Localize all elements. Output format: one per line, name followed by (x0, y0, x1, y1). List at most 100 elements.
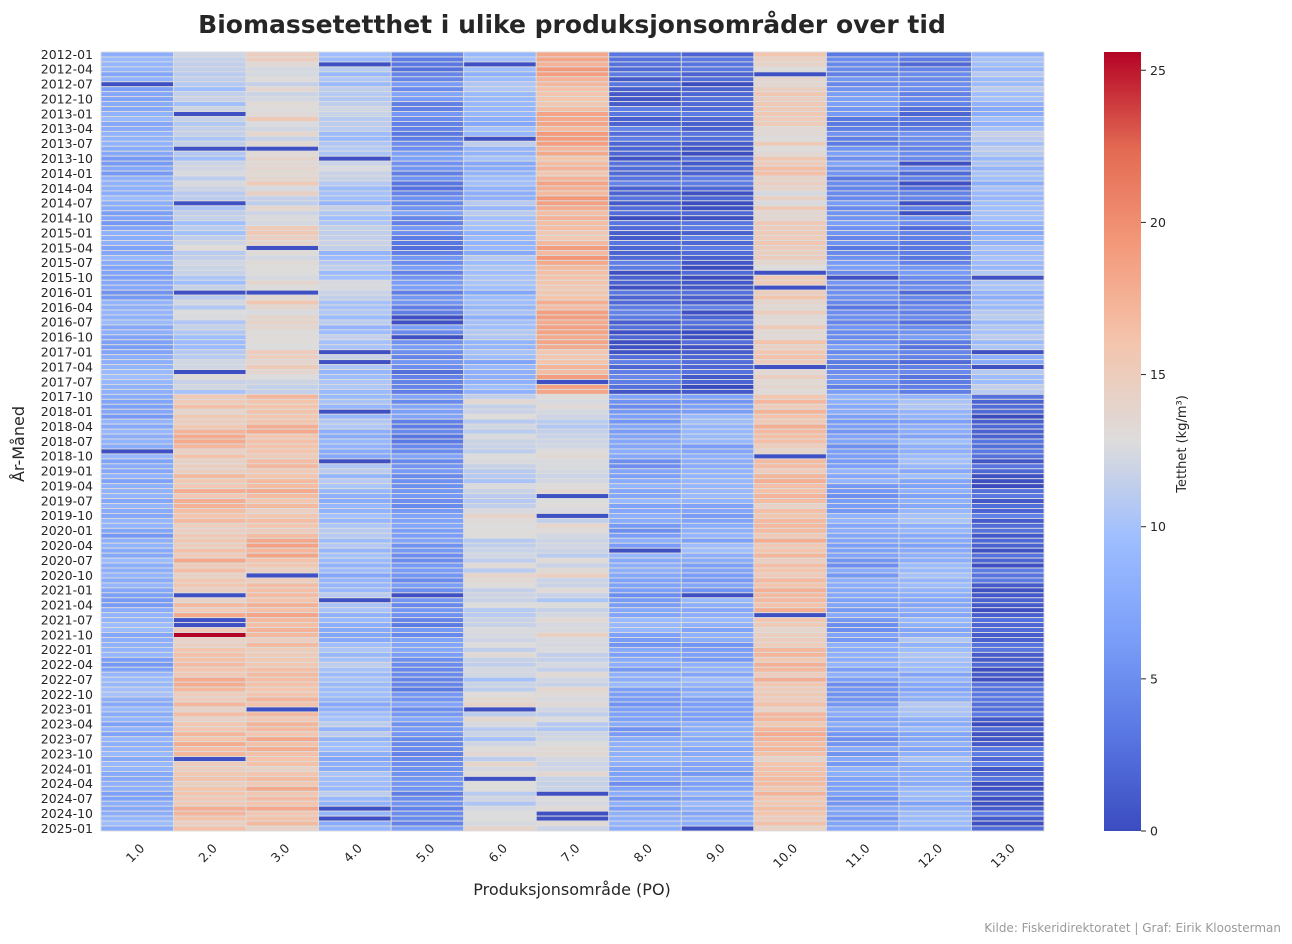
heatmap-cell (898, 81, 972, 88)
heatmap-cell (680, 691, 755, 698)
heatmap-cell (971, 503, 1045, 509)
heatmap-cell (898, 721, 972, 728)
y-tick-label: 2022-10 (41, 687, 93, 702)
heatmap-cell (245, 418, 320, 425)
heatmap-cell (100, 706, 174, 713)
heatmap-cell (608, 483, 682, 490)
heatmap-cell (608, 612, 682, 619)
heatmap-cell (608, 517, 682, 524)
heatmap-cell (100, 443, 174, 450)
heatmap-cell (971, 71, 1045, 78)
heatmap-cell (318, 185, 392, 192)
heatmap-cell (245, 746, 320, 753)
heatmap-cell (535, 61, 610, 68)
heatmap-cell (971, 374, 1045, 380)
heatmap-cell (100, 155, 174, 162)
heatmap-cell (535, 359, 610, 366)
heatmap-cell (971, 413, 1045, 420)
heatmap-cell (898, 96, 972, 103)
heatmap-cell (390, 269, 465, 276)
heatmap-cell (463, 56, 537, 63)
heatmap-cell (535, 76, 610, 83)
heatmap-cell (173, 488, 247, 495)
heatmap-cell (390, 215, 465, 222)
heatmap-cell (245, 557, 320, 564)
heatmap-cell (825, 795, 900, 802)
heatmap-cell (535, 463, 610, 470)
heatmap-cell (680, 334, 755, 341)
heatmap-cell (245, 562, 320, 569)
heatmap-cell (390, 349, 465, 356)
heatmap-cell (825, 230, 900, 237)
heatmap-cell (245, 349, 320, 356)
heatmap-cell (898, 135, 972, 142)
y-tick-label: 2019-04 (41, 478, 93, 493)
heatmap-cell (100, 200, 174, 207)
heatmap-cell (318, 254, 392, 261)
heatmap-cell (753, 329, 827, 336)
heatmap-cell (390, 91, 465, 98)
heatmap-cell (390, 101, 465, 108)
heatmap-cell (390, 627, 465, 633)
heatmap-cell (898, 498, 972, 504)
heatmap-cell (825, 537, 900, 544)
heatmap-cell (173, 165, 247, 172)
heatmap-cell (680, 468, 755, 475)
heatmap-cell (463, 522, 537, 529)
heatmap-cell (753, 279, 827, 286)
heatmap-cell (971, 116, 1045, 122)
heatmap-cell (825, 388, 900, 395)
heatmap-cell (971, 448, 1045, 455)
heatmap-cell (898, 121, 972, 127)
heatmap-cell (971, 269, 1045, 276)
heatmap-cell (753, 473, 827, 480)
heatmap-cell (971, 468, 1045, 475)
heatmap-cell (680, 746, 755, 753)
heatmap-cell (608, 279, 682, 286)
heatmap-cell (390, 592, 465, 599)
heatmap-cell (100, 264, 174, 271)
heatmap-cell (318, 522, 392, 529)
heatmap-cell (680, 121, 755, 127)
heatmap-cell (753, 726, 827, 733)
heatmap-cell (898, 324, 972, 331)
heatmap-cell (680, 607, 755, 614)
heatmap-cell (971, 76, 1045, 83)
heatmap-cell (898, 443, 972, 450)
heatmap-cell (971, 61, 1045, 68)
heatmap-cell (825, 423, 900, 430)
heatmap-cell (608, 582, 682, 589)
heatmap-cell (753, 706, 827, 713)
heatmap-cell (535, 498, 610, 504)
heatmap-cell (100, 359, 174, 366)
heatmap-cell (971, 379, 1045, 385)
heatmap-cell (100, 691, 174, 698)
heatmap-cell (535, 721, 610, 728)
heatmap-cell (608, 503, 682, 509)
heatmap-cell (245, 294, 320, 301)
heatmap-cell (971, 443, 1045, 450)
heatmap-cell (898, 513, 972, 519)
heatmap-cell (608, 438, 682, 445)
heatmap-cell (245, 820, 320, 827)
heatmap-cell (463, 309, 537, 316)
heatmap-cell (535, 612, 610, 619)
heatmap-cell (390, 245, 465, 251)
heatmap-cell (753, 542, 827, 549)
heatmap-cell (608, 56, 682, 63)
heatmap-cell (318, 691, 392, 698)
heatmap-cell (608, 572, 682, 579)
heatmap-cell (753, 681, 827, 688)
heatmap-cell (971, 334, 1045, 341)
heatmap-cell (680, 701, 755, 708)
heatmap-cell (463, 259, 537, 266)
heatmap-cell (173, 761, 247, 767)
heatmap-cell (753, 96, 827, 103)
heatmap-cell (608, 135, 682, 142)
heatmap-cell (608, 359, 682, 366)
heatmap-cell (318, 438, 392, 445)
y-tick-label: 2020-07 (41, 553, 93, 568)
heatmap-cell (608, 200, 682, 207)
heatmap-cell (535, 116, 610, 122)
heatmap-cell (245, 676, 320, 683)
